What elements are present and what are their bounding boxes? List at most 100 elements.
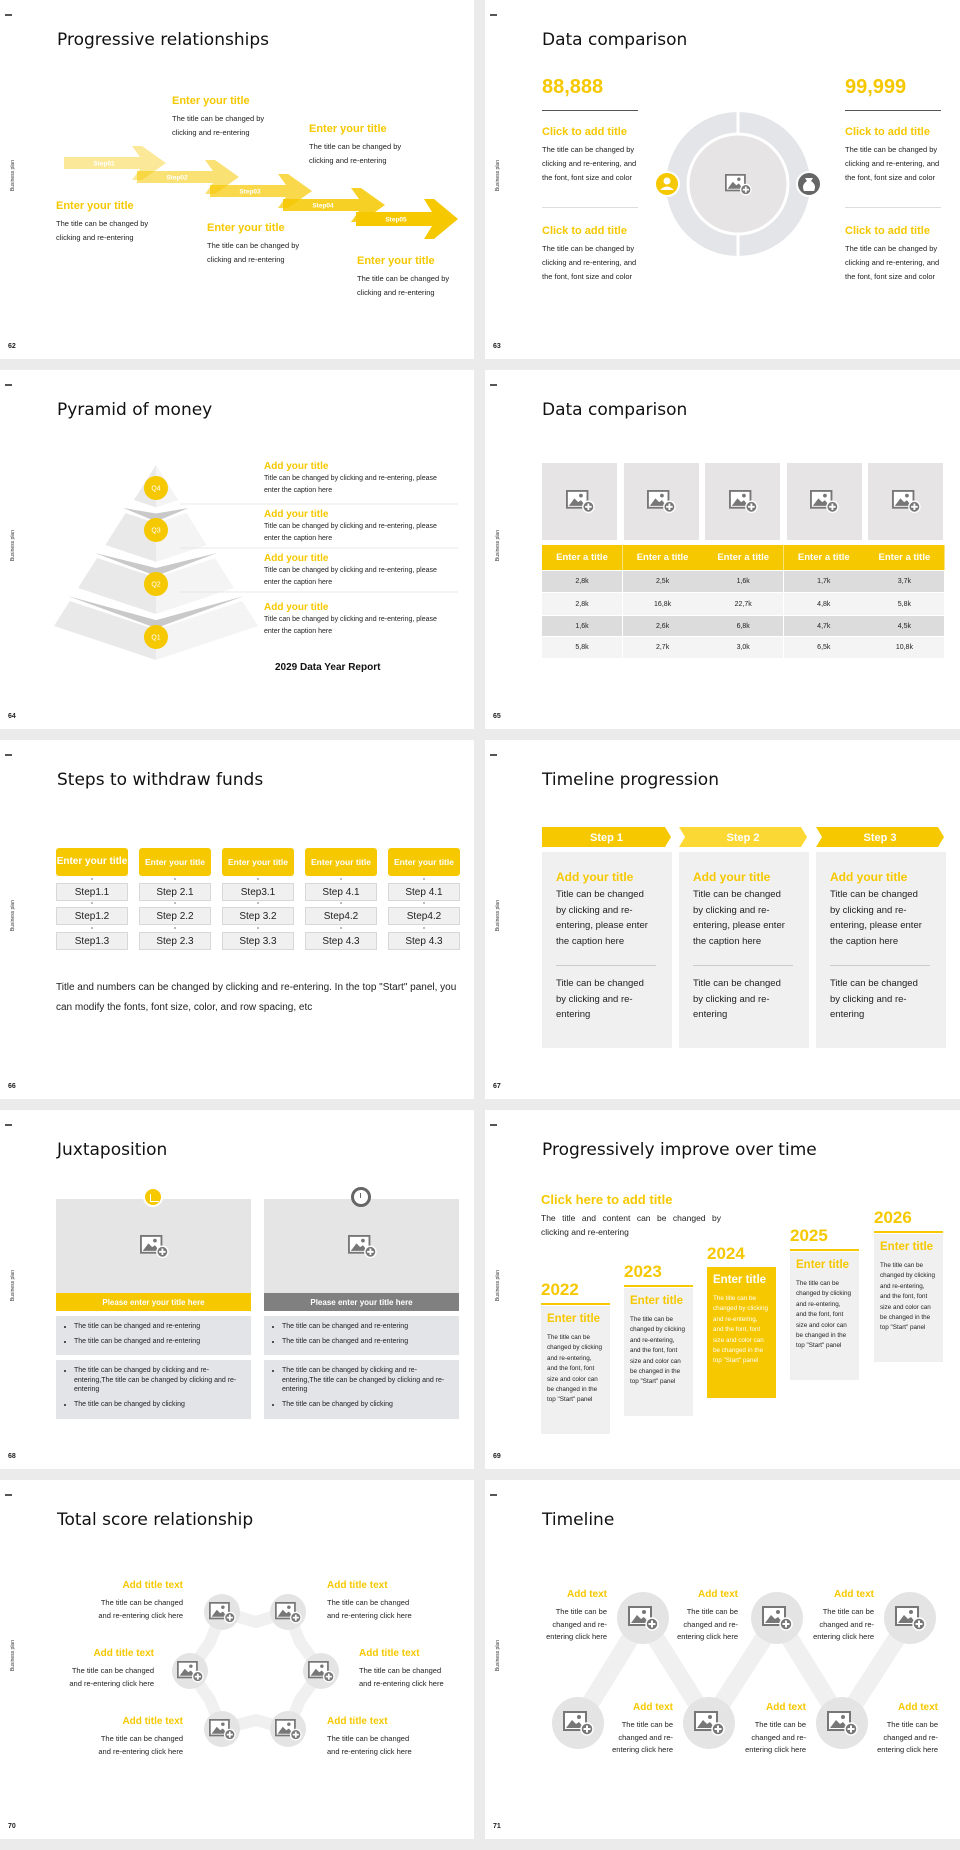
- panel-title[interactable]: Add your title: [693, 870, 771, 884]
- card-title[interactable]: Enter title: [547, 1313, 601, 1325]
- card-title[interactable]: Enter title: [630, 1295, 684, 1307]
- clock-icon[interactable]: [351, 1187, 371, 1207]
- step-box[interactable]: Step 2.1: [139, 883, 211, 901]
- item-title[interactable]: Add text: [834, 1589, 874, 1600]
- image-placeholder[interactable]: [552, 1697, 604, 1749]
- image-placeholder[interactable]: [542, 463, 617, 540]
- item-title[interactable]: Add title text: [122, 1716, 183, 1727]
- tier-badge[interactable]: [144, 625, 168, 649]
- panel-title[interactable]: Add your title: [830, 870, 908, 884]
- column-header[interactable]: Enter a title: [783, 545, 865, 570]
- column-header[interactable]: Enter a title: [864, 545, 946, 570]
- column-header[interactable]: Enter a title: [703, 545, 785, 570]
- step-box[interactable]: Step1.2: [56, 907, 128, 925]
- item-title[interactable]: Add text: [898, 1702, 938, 1713]
- image-placeholder[interactable]: [264, 1199, 459, 1293]
- image-placeholder[interactable]: [884, 1592, 936, 1644]
- image-placeholder[interactable]: [786, 463, 862, 540]
- item-title[interactable]: Add your title: [264, 553, 329, 564]
- image-placeholder[interactable]: [270, 1594, 306, 1630]
- item-title[interactable]: Click to add title: [845, 225, 930, 237]
- image-placeholder[interactable]: [751, 1592, 803, 1644]
- item-title[interactable]: Add title text: [327, 1580, 388, 1591]
- chart-icon[interactable]: [143, 1187, 163, 1207]
- step-box[interactable]: Step4.2: [305, 907, 377, 925]
- tier-badge[interactable]: [144, 518, 168, 542]
- headline[interactable]: Click here to add title: [541, 1192, 673, 1207]
- image-placeholder[interactable]: [623, 463, 699, 540]
- item-title[interactable]: Add your title: [264, 509, 329, 520]
- column-header[interactable]: Enter a title: [542, 545, 623, 570]
- step-box[interactable]: Step1.1: [56, 883, 128, 901]
- step-header[interactable]: Enter your title: [388, 848, 460, 876]
- step-chevron[interactable]: [816, 827, 944, 847]
- year-underline: [541, 1303, 610, 1305]
- step-chevron[interactable]: [679, 827, 807, 847]
- item-title[interactable]: Enter your title: [357, 255, 435, 267]
- item-title[interactable]: Add text: [698, 1589, 738, 1600]
- step-box[interactable]: Step 4.1: [388, 883, 460, 901]
- image-placeholder[interactable]: [723, 172, 753, 196]
- image-placeholder[interactable]: [172, 1653, 208, 1689]
- item-title[interactable]: Enter your title: [207, 222, 285, 234]
- card-caption[interactable]: Please enter your title here: [264, 1293, 459, 1311]
- image-placeholder[interactable]: [56, 1199, 251, 1293]
- year-card[interactable]: [624, 1288, 693, 1416]
- step-arrow[interactable]: [356, 199, 458, 239]
- column-header[interactable]: Enter a title: [622, 545, 704, 570]
- step-box[interactable]: Step 3.3: [222, 932, 294, 950]
- image-placeholder[interactable]: [683, 1697, 735, 1749]
- image-placeholder[interactable]: [303, 1653, 339, 1689]
- image-placeholder[interactable]: [868, 463, 943, 540]
- image-placeholder[interactable]: [816, 1697, 868, 1749]
- item-title[interactable]: Add text: [766, 1702, 806, 1713]
- item-title[interactable]: Add title text: [359, 1648, 420, 1659]
- step-box[interactable]: Step 2.3: [139, 932, 211, 950]
- step-box[interactable]: Step 4.3: [388, 932, 460, 950]
- step-header[interactable]: Enter your title: [222, 848, 294, 876]
- year-card[interactable]: [707, 1267, 776, 1398]
- card-title[interactable]: Enter title: [880, 1241, 934, 1253]
- card-caption[interactable]: Please enter your title here: [56, 1293, 251, 1311]
- item-title[interactable]: Add your title: [264, 602, 329, 613]
- image-placeholder[interactable]: [270, 1711, 306, 1747]
- item-title[interactable]: Click to add title: [542, 225, 627, 237]
- step-header[interactable]: Enter your title: [56, 848, 128, 876]
- item-desc: The title can be changed and re-entering…: [327, 1598, 412, 1620]
- table-cell: 4,5k: [864, 616, 946, 636]
- step-box[interactable]: Step 2.2: [139, 907, 211, 925]
- tier-badge[interactable]: [144, 572, 168, 596]
- step-box[interactable]: Step 4.1: [305, 883, 377, 901]
- card-title[interactable]: Enter title: [796, 1259, 850, 1271]
- image-placeholder[interactable]: [705, 463, 780, 540]
- image-placeholder[interactable]: [204, 1711, 240, 1747]
- image-placeholder[interactable]: [617, 1592, 669, 1644]
- image-placeholder[interactable]: [204, 1594, 240, 1630]
- year-card[interactable]: [790, 1252, 859, 1380]
- item-title[interactable]: Add text: [567, 1589, 607, 1600]
- step-header[interactable]: Enter your title: [139, 848, 211, 876]
- item-desc: The title can be changed by clicking and…: [357, 274, 450, 297]
- tier-badge[interactable]: [144, 476, 168, 500]
- item-title[interactable]: Enter your title: [309, 123, 387, 135]
- year-card[interactable]: [874, 1234, 943, 1362]
- step-chevron[interactable]: [542, 827, 671, 847]
- item-title[interactable]: Click to add title: [845, 126, 930, 138]
- item-title[interactable]: Add title text: [122, 1580, 183, 1591]
- panel-title[interactable]: Add your title: [556, 870, 634, 884]
- item-title[interactable]: Add title text: [93, 1648, 154, 1659]
- item-title[interactable]: Enter your title: [172, 95, 250, 107]
- step-box[interactable]: Step4.2: [388, 907, 460, 925]
- step-header[interactable]: Enter your title: [305, 848, 377, 876]
- year-card[interactable]: [541, 1306, 610, 1434]
- step-box[interactable]: Step 4.3: [305, 932, 377, 950]
- item-title[interactable]: Add text: [633, 1702, 673, 1713]
- item-title[interactable]: Enter your title: [56, 200, 134, 212]
- step-box[interactable]: Step1.3: [56, 932, 128, 950]
- item-title[interactable]: Add your title: [264, 461, 329, 472]
- step-box[interactable]: Step 3.2: [222, 907, 294, 925]
- card-title[interactable]: Enter title: [713, 1274, 767, 1286]
- step-box[interactable]: Step3.1: [222, 883, 294, 901]
- item-title[interactable]: Add title text: [327, 1716, 388, 1727]
- item-title[interactable]: Click to add title: [542, 126, 627, 138]
